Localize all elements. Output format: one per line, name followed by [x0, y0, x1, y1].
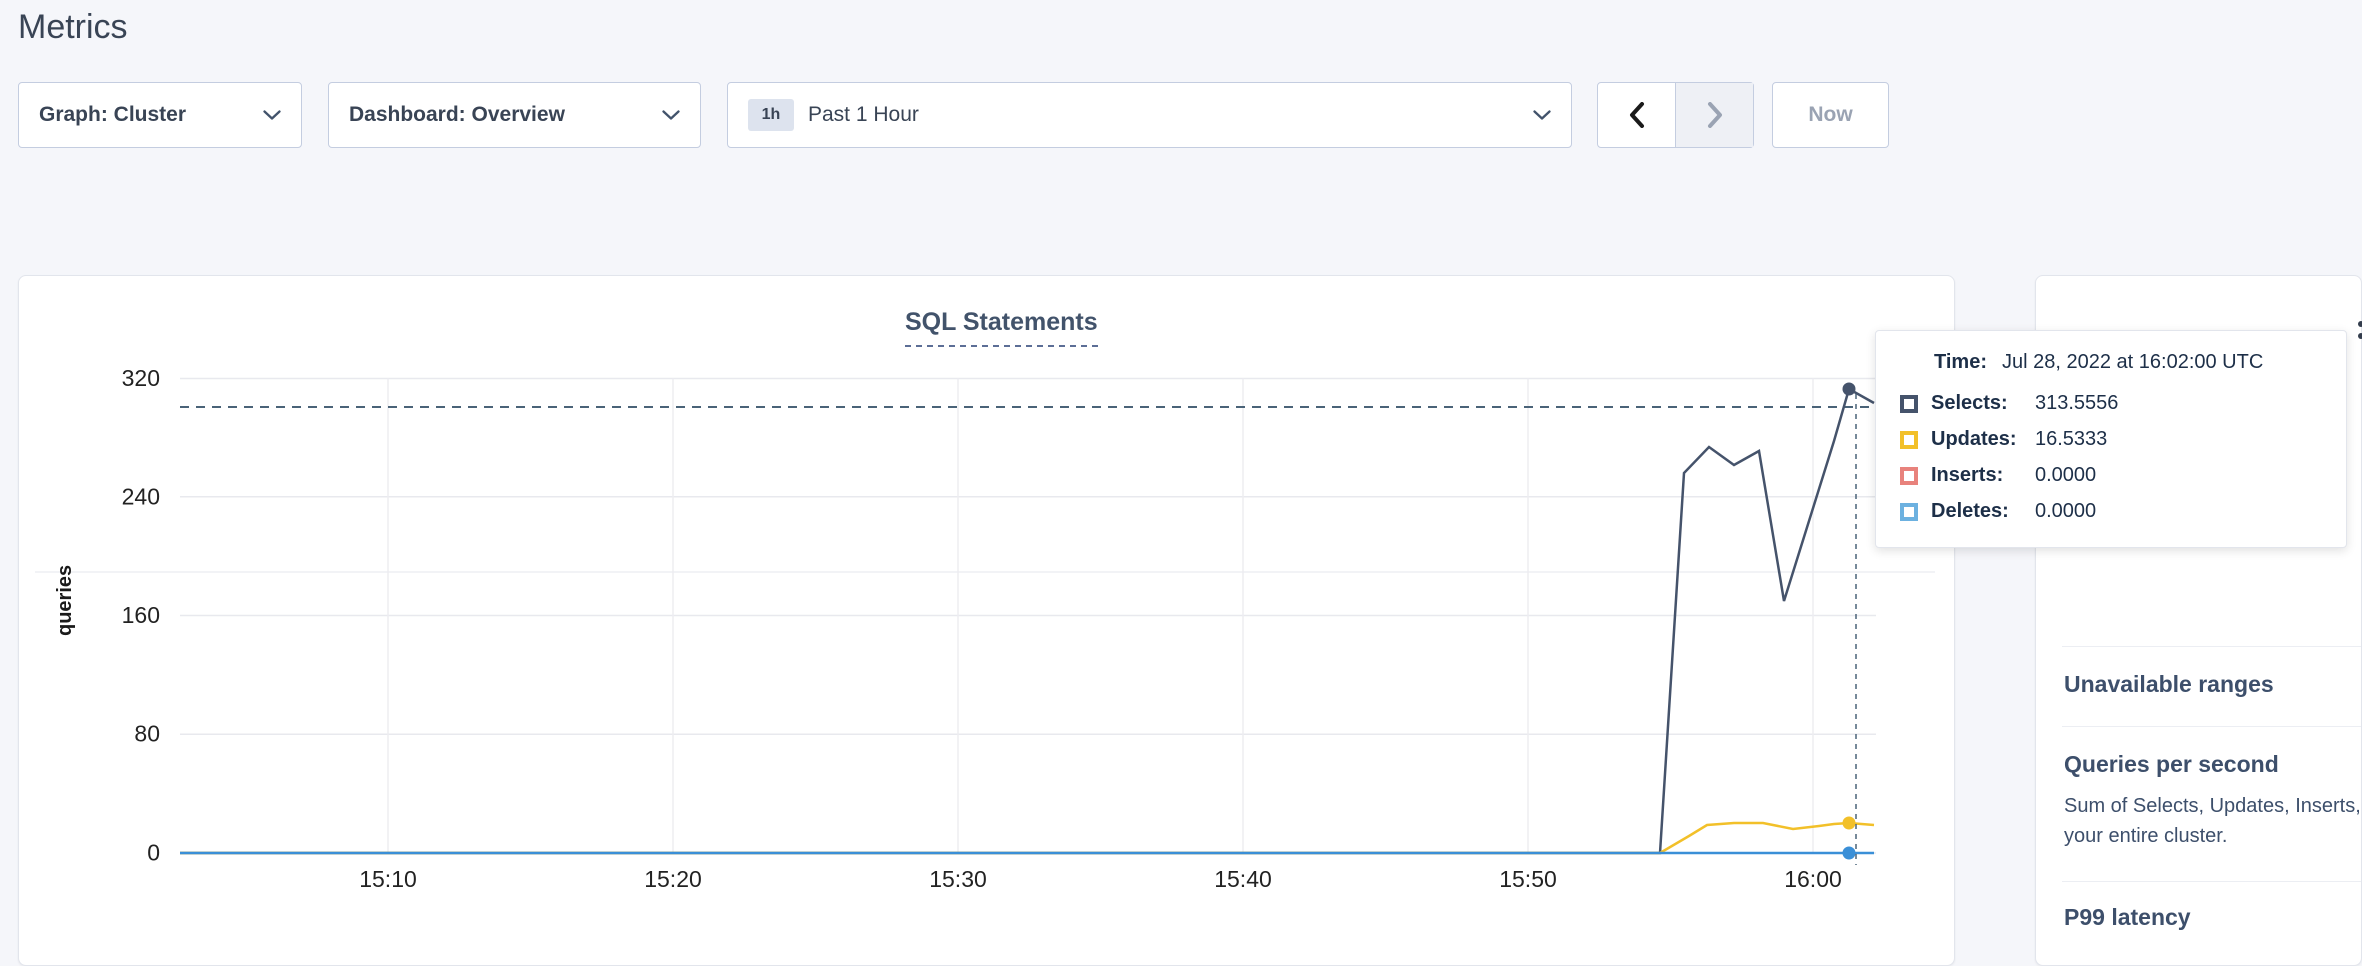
svg-text:queries: queries [54, 565, 76, 636]
svg-text:320: 320 [122, 365, 160, 391]
svg-text:15:50: 15:50 [1499, 866, 1557, 892]
svg-text:0: 0 [147, 840, 160, 866]
svg-text:15:30: 15:30 [929, 866, 987, 892]
svg-text:80: 80 [134, 721, 160, 747]
svg-text:160: 160 [122, 602, 160, 628]
svg-text:240: 240 [122, 484, 160, 510]
svg-text:15:10: 15:10 [359, 866, 417, 892]
svg-text:16:00: 16:00 [1784, 866, 1842, 892]
svg-text:15:40: 15:40 [1214, 866, 1272, 892]
svg-text:15:20: 15:20 [644, 866, 702, 892]
